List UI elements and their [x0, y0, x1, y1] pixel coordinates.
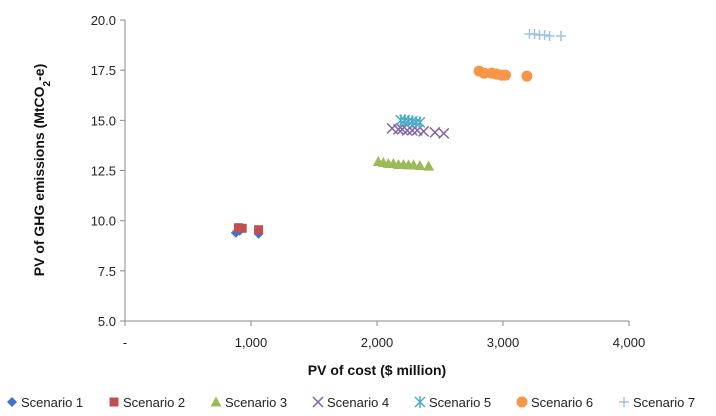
legend-marker — [7, 397, 17, 407]
legend-item-7: Scenario 7 — [619, 395, 695, 410]
legend-item-5: Scenario 5 — [414, 395, 491, 410]
legend-marker — [109, 397, 119, 407]
data-point — [529, 29, 540, 40]
legend-label: Scenario 7 — [633, 395, 695, 410]
legend-item-3: Scenario 3 — [210, 395, 287, 410]
data-point — [414, 116, 426, 129]
y-axis-title-subscript: 2 — [42, 80, 53, 86]
data-point — [429, 126, 441, 138]
legend-item-1: Scenario 1 — [7, 395, 83, 410]
data-point — [401, 124, 413, 136]
x-tick-label: - — [123, 335, 127, 350]
y-tick-label: 12.5 — [91, 164, 116, 179]
y-tick-label: 5.0 — [98, 314, 116, 329]
x-tick-label: 3,000 — [487, 335, 520, 350]
y-tick-label: 15.0 — [91, 113, 116, 128]
data-point — [237, 223, 247, 233]
x-tick-label: 1,000 — [235, 335, 268, 350]
legend-marker — [619, 397, 629, 407]
series-5 — [395, 114, 426, 129]
x-tick-label: 4,000 — [613, 335, 646, 350]
series-3 — [372, 155, 435, 171]
legend-item-4: Scenario 4 — [312, 395, 389, 410]
legend-marker — [516, 396, 528, 408]
legend-label: Scenario 6 — [531, 395, 593, 410]
series-7 — [524, 29, 566, 42]
legend-marker — [312, 396, 324, 408]
y-tick-label: 17.5 — [91, 63, 116, 78]
data-point — [438, 127, 450, 139]
data-point — [478, 67, 490, 79]
y-axis-title-main: PV of GHG emissions (MtCO — [31, 86, 47, 276]
data-point — [423, 160, 435, 171]
y-axis-title-suffix: -e) — [31, 64, 47, 81]
data-point — [539, 30, 550, 41]
series-6 — [473, 65, 533, 82]
x-tick-label: 2,000 — [361, 335, 394, 350]
data-point — [500, 69, 512, 81]
y-tick-label: 10.0 — [91, 214, 116, 229]
data-point — [254, 225, 264, 235]
data-point — [555, 31, 566, 42]
data-point — [521, 70, 533, 82]
y-tick-label: 20.0 — [91, 13, 116, 28]
legend-item-6: Scenario 6 — [516, 395, 593, 410]
legend-label: Scenario 4 — [327, 395, 389, 410]
y-tick-label: 7.5 — [98, 264, 116, 279]
series-2 — [233, 223, 264, 235]
legend-label: Scenario 1 — [21, 395, 83, 410]
legend: Scenario 1 Scenario 2 Scenario 3 Scenario 4… — [7, 395, 695, 410]
legend-label: Scenario 5 — [429, 395, 491, 410]
series-4 — [386, 122, 450, 139]
legend-label: Scenario 2 — [123, 395, 185, 410]
data-point — [392, 123, 404, 135]
x-axis-title: PV of cost ($ million) — [308, 362, 446, 378]
y-axis-title: PV of GHG emissions (MtCO2-e) — [31, 64, 53, 277]
legend-label: Scenario 3 — [225, 395, 287, 410]
data-point — [544, 31, 555, 42]
data-point — [414, 159, 426, 170]
legend-marker — [210, 396, 222, 407]
plot-area: - 1,000 2,000 3,000 4,000 5.0 7.5 10.0 12.5 15.0 1… — [91, 13, 646, 350]
legend-item-2: Scenario 2 — [109, 395, 185, 410]
legend-marker — [414, 396, 426, 408]
